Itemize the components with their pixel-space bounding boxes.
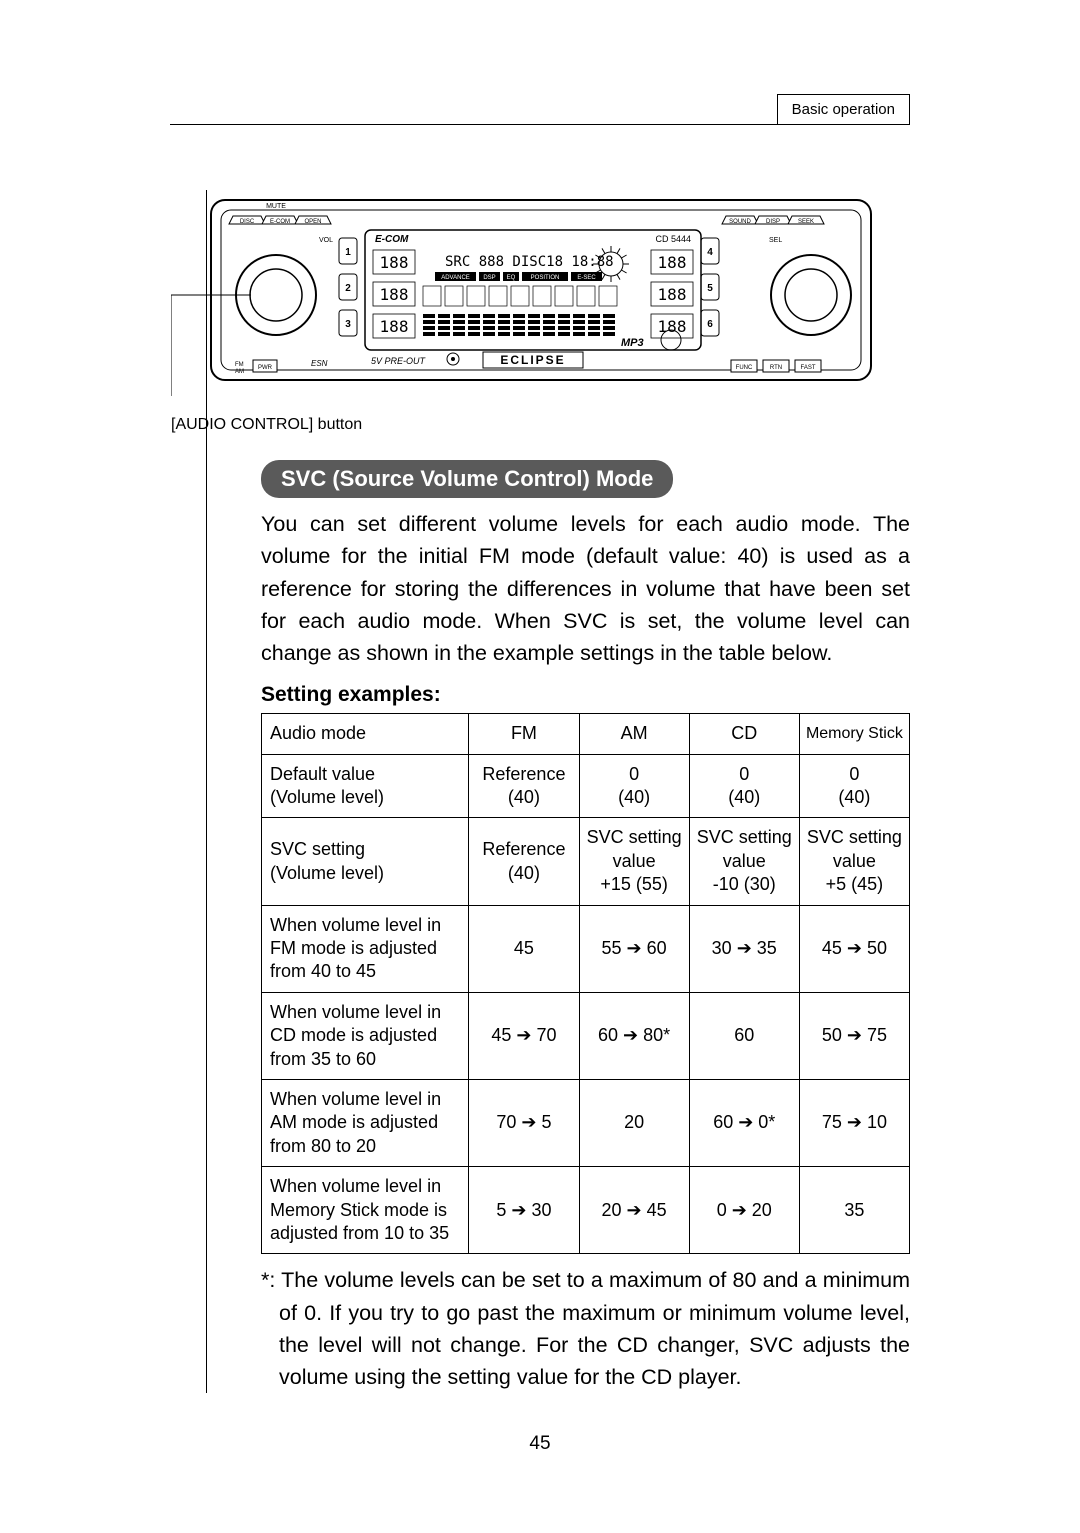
svg-text:188: 188 xyxy=(658,253,687,272)
svg-text:DSP: DSP xyxy=(483,275,495,281)
table-cell: 60 ➔ 80* xyxy=(579,992,689,1079)
svg-text:E-COM: E-COM xyxy=(270,219,290,225)
table-cell: 45 xyxy=(469,905,579,992)
svg-text:E-COM: E-COM xyxy=(375,234,409,245)
table-cell: 35 xyxy=(799,1167,909,1254)
diagram-caption: [AUDIO CONTROL] button xyxy=(171,416,910,434)
svg-text:3: 3 xyxy=(345,319,351,330)
table-cell: SVC settingvalue+5 (45) xyxy=(799,818,909,905)
svg-text:CD 5444: CD 5444 xyxy=(655,234,691,244)
svg-text:RTN: RTN xyxy=(770,365,782,371)
table-cell: 45 ➔ 70 xyxy=(469,992,579,1079)
svg-text:FUNC: FUNC xyxy=(736,365,753,371)
svg-text:188: 188 xyxy=(658,285,687,304)
table-cell: SVC settingvalue+15 (55) xyxy=(579,818,689,905)
table-cell: 0 ➔ 20 xyxy=(689,1167,799,1254)
table-cell: 0(40) xyxy=(579,754,689,818)
svg-text:DISP: DISP xyxy=(766,219,780,225)
svg-text:188: 188 xyxy=(380,317,409,336)
table-header-cell: AM xyxy=(579,714,689,754)
footnote-text: *: The volume levels can be set to a max… xyxy=(261,1264,910,1393)
svc-settings-table: Audio modeFMAMCDMemory Stick Default valu… xyxy=(261,713,910,1254)
table-cell: SVC settingvalue-10 (30) xyxy=(689,818,799,905)
table-row-label: When volume level in CD mode is adjusted… xyxy=(262,992,469,1079)
table-cell: 55 ➔ 60 xyxy=(579,905,689,992)
svg-text:EQ: EQ xyxy=(507,275,516,281)
svg-text:1: 1 xyxy=(345,247,351,258)
table-cell: 30 ➔ 35 xyxy=(689,905,799,992)
svg-text:SRC 888 DISC18 18:88: SRC 888 DISC18 18:88 xyxy=(445,254,614,270)
table-cell: 20 ➔ 45 xyxy=(579,1167,689,1254)
table-cell: 5 ➔ 30 xyxy=(469,1167,579,1254)
svg-text:188: 188 xyxy=(658,317,687,336)
svg-text:188: 188 xyxy=(380,253,409,272)
svg-text:ECLIPSE: ECLIPSE xyxy=(500,353,565,367)
svg-text:5: 5 xyxy=(707,283,713,294)
header-section-box: Basic operation xyxy=(777,94,910,125)
svg-text:4: 4 xyxy=(707,247,713,258)
table-header-cell: CD xyxy=(689,714,799,754)
table-cell: 70 ➔ 5 xyxy=(469,1079,579,1166)
svg-text:VOL: VOL xyxy=(319,237,333,244)
svg-text:PWR: PWR xyxy=(258,365,273,371)
table-cell: 0(40) xyxy=(799,754,909,818)
table-header-cell: Audio mode xyxy=(262,714,469,754)
svg-text:SEEK: SEEK xyxy=(798,219,814,225)
table-row-label: When volume level in FM mode is adjusted… xyxy=(262,905,469,992)
svg-text:6: 6 xyxy=(707,319,713,330)
table-cell: 50 ➔ 75 xyxy=(799,992,909,1079)
svg-text:OPEN: OPEN xyxy=(304,219,321,225)
table-cell: 0(40) xyxy=(689,754,799,818)
car-stereo-diagram: DISC E-COM OPEN SOUND DISP SEEK MUTE FMAM PWR FUN… xyxy=(171,190,910,410)
svg-text:FM: FM xyxy=(235,362,244,368)
table-cell: 45 ➔ 50 xyxy=(799,905,909,992)
table-cell: Reference(40) xyxy=(469,818,579,905)
table-row-label: SVC setting(Volume level) xyxy=(262,818,469,905)
svg-text:SOUND: SOUND xyxy=(729,219,751,225)
section-pill-heading: SVC (Source Volume Control) Mode xyxy=(261,460,673,498)
table-header-cell: FM xyxy=(469,714,579,754)
svg-text:SEL: SEL xyxy=(769,237,782,244)
svg-text:188: 188 xyxy=(380,285,409,304)
svg-text:ESN: ESN xyxy=(311,359,328,368)
table-row-label: Default value(Volume level) xyxy=(262,754,469,818)
table-row-label: When volume level in Memory Stick mode i… xyxy=(262,1167,469,1254)
table-cell: Reference(40) xyxy=(469,754,579,818)
svg-text:ADVANCE: ADVANCE xyxy=(441,275,470,281)
table-row-label: When volume level in AM mode is adjusted… xyxy=(262,1079,469,1166)
svg-text:5V PRE-OUT: 5V PRE-OUT xyxy=(371,356,427,366)
svg-text:FAST: FAST xyxy=(800,365,815,371)
svg-text:AM: AM xyxy=(235,369,244,375)
table-cell: 60 xyxy=(689,992,799,1079)
svg-text:E-SEC: E-SEC xyxy=(577,275,596,281)
svg-text:MUTE: MUTE xyxy=(266,203,286,210)
svg-text:POSITION: POSITION xyxy=(531,275,560,281)
page-number: 45 xyxy=(170,1433,910,1455)
table-cell: 60 ➔ 0* xyxy=(689,1079,799,1166)
setting-examples-subhead: Setting examples: xyxy=(261,683,910,707)
table-cell: 75 ➔ 10 xyxy=(799,1079,909,1166)
svg-text:MP3: MP3 xyxy=(621,337,644,349)
table-cell: 20 xyxy=(579,1079,689,1166)
svg-text:2: 2 xyxy=(345,283,351,294)
body-paragraph: You can set different volume levels for … xyxy=(261,508,910,669)
table-header-cell: Memory Stick xyxy=(799,714,909,754)
svg-text:DISC: DISC xyxy=(240,219,255,225)
